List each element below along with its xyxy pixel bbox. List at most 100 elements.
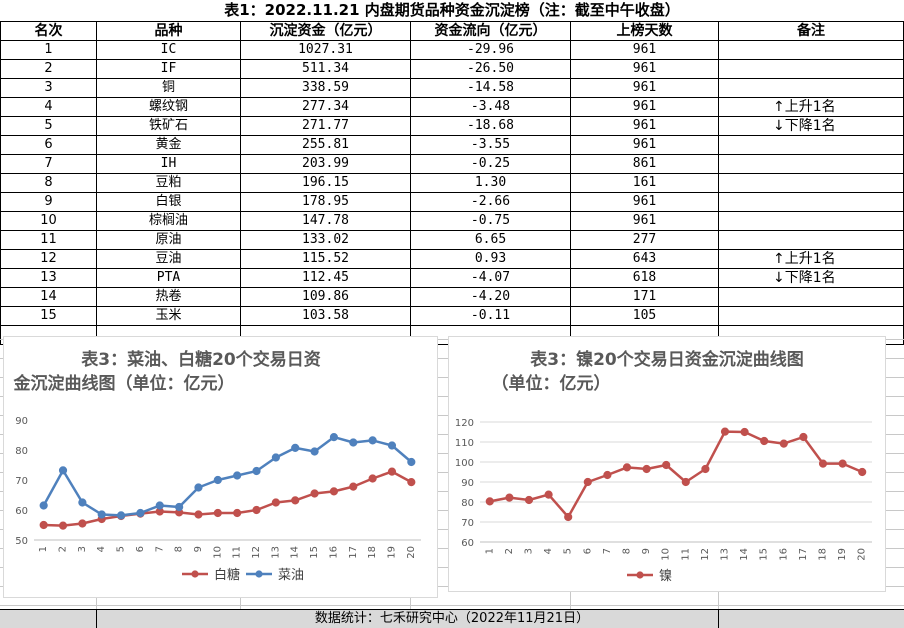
page-title: 表1：2022.11.21 内盘期货品种资金沉淀榜（注：截至中午收盘） [224,1,680,19]
legend-marker [636,571,644,579]
y-tick-label: 80 [461,498,474,509]
flow-cell: -4.07 [410,268,571,288]
variety-cell: 豆粕 [96,173,241,193]
table-row: 1 IC 1027.31 -29.96 961 [0,40,904,60]
data-point [175,502,184,512]
x-tick-label: 3 [77,546,88,552]
note-cell [718,306,904,326]
capital-cell: 103.58 [240,306,411,326]
data-point [642,464,651,474]
variety-cell: IH [96,154,241,174]
days-cell: 961 [570,59,719,79]
data-point [524,495,534,505]
rank-cell: 12 [0,249,97,269]
header-capital: 沉淀资金（亿元） [240,21,411,41]
x-tick-label: 20 [857,548,868,561]
header-variety: 品种 [96,21,241,41]
variety-cell: 黄金 [96,135,241,155]
table-header-row: 名次 品种 沉淀资金（亿元） 资金流向（亿元） 上榜天数 备注 [0,21,904,41]
note-cell [718,173,904,193]
x-tick-label: 13 [270,546,281,559]
flow-cell: -18.68 [410,116,571,136]
note-cell [718,192,904,212]
data-point [58,466,68,475]
x-tick-label: 1 [38,546,49,552]
data-point [136,508,145,518]
data-point [310,489,319,498]
data-point [838,459,847,468]
data-point [681,477,690,487]
chart-panel-nickel: 表3：镍20个交易日资金沉淀曲线图 （单位：亿元） 60 70 80 90 100 110 12… [448,336,886,592]
flow-cell: -0.11 [410,306,571,326]
note-cell [718,135,904,155]
variety-cell: 玉米 [96,306,241,326]
data-point [155,501,164,510]
header-flow: 资金流向（亿元） [410,21,571,41]
capital-cell: 112.45 [240,268,411,288]
capital-cell: 147.78 [240,211,411,231]
data-point [564,512,573,522]
ranking-table: 名次 品种 沉淀资金（亿元） 资金流向（亿元） 上榜天数 备注 1 IC 1027.… [0,21,904,345]
data-point [78,519,87,528]
x-tick-label: 16 [328,546,339,559]
x-tick-label: 14 [739,548,750,561]
variety-cell: IF [96,59,241,79]
data-point [485,497,494,506]
note-cell [718,78,904,98]
legend-label: 白糖 [214,567,240,583]
variety-cell: PTA [96,268,241,288]
capital-cell: 203.99 [240,154,411,174]
data-source-note: 数据统计：七禾研究中心（2022年11月21日） [314,611,590,626]
chart-title-line-2: 金沉淀曲线图（单位：亿元） [13,373,235,394]
days-cell: 171 [570,287,719,307]
days-cell: 961 [570,40,719,60]
y-tick-label: 60 [15,506,28,517]
data-point [39,501,48,510]
variety-cell: IC [96,40,241,60]
flow-cell: 1.30 [410,173,571,193]
flow-cell: -14.58 [410,78,571,98]
capital-cell: 115.52 [240,249,411,269]
x-tick-label: 9 [193,546,204,552]
note-cell: ↑上升1名 [718,249,904,269]
data-point [310,447,319,456]
capital-cell: 511.34 [240,59,411,79]
x-tick-label: 8 [622,548,633,554]
x-tick-label: 8 [174,546,185,552]
table-row: 11 原油 133.02 6.65 277 [0,230,904,250]
data-point [818,459,828,468]
data-point [760,436,769,446]
note-cell [718,287,904,307]
x-tick-label: 2 [504,548,515,554]
x-tick-label: 3 [524,548,535,554]
x-tick-label: 10 [661,548,672,561]
capital-cell: 178.95 [240,192,411,212]
note-cell: ↓下降1名 [718,268,904,288]
capital-cell: 271.77 [240,116,411,136]
days-cell: 961 [570,211,719,231]
y-tick-label: 60 [461,538,474,549]
capital-cell: 255.81 [240,135,411,155]
x-tick-label: 9 [641,548,652,554]
x-tick-label: 19 [837,548,848,561]
y-tick-label: 70 [15,476,28,487]
flow-cell: -29.96 [410,40,571,60]
data-point [622,463,632,472]
data-point [97,510,106,519]
variety-cell: 铁矿石 [96,116,241,136]
legend-label: 镍 [659,569,672,584]
x-tick-label: 16 [778,548,789,561]
x-tick-label: 10 [212,546,223,559]
rank-cell: 5 [0,116,97,136]
flow-cell: -3.48 [410,97,571,117]
data-point [329,487,339,496]
note-cell [718,211,904,231]
footer-bar: 数据统计：七禾研究中心（2022年11月21日） [0,609,904,628]
data-point [116,511,126,520]
table-row: 13 PTA 112.45 -4.07 618 ↓下降1名 [0,268,904,288]
variety-cell: 豆油 [96,249,241,269]
data-point [213,508,222,518]
x-tick-label: 4 [96,546,107,552]
data-point [252,505,261,515]
rank-cell: 7 [0,154,97,174]
